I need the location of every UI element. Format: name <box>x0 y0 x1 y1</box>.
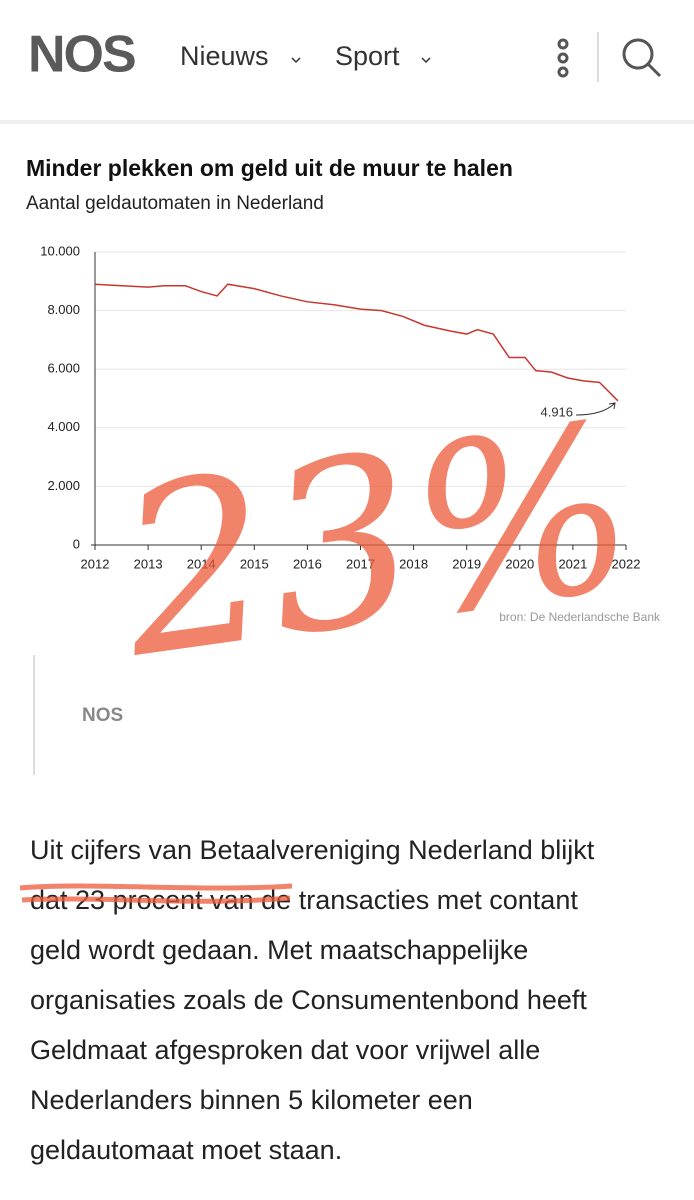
chart-title: Minder plekken om geld uit de muur te ha… <box>26 155 513 181</box>
x-tick-label: 2015 <box>240 556 269 571</box>
y-tick-label: 6.000 <box>47 361 80 376</box>
annotation-arrow <box>576 402 616 416</box>
article-line: Geldmaat afgesproken dat voor vrijwel al… <box>30 1035 540 1065</box>
x-tick-label: 2017 <box>346 556 375 571</box>
y-tick-label: 4.000 <box>47 419 80 434</box>
logo[interactable]: NOS <box>28 26 137 84</box>
article-line: Uit cijfers van Betaalvereniging Nederla… <box>30 835 595 865</box>
nav-link[interactable]: Nieuws <box>180 41 269 71</box>
y-tick-label: 8.000 <box>47 302 80 317</box>
x-tick-label: 2012 <box>81 556 110 571</box>
x-tick-label: 2019 <box>452 556 481 571</box>
x-tick-label: 2021 <box>558 556 587 571</box>
menu-button[interactable] <box>557 38 569 78</box>
handwritten-note: 23% <box>105 374 649 710</box>
x-tick-label: 2013 <box>134 556 163 571</box>
y-tick-label: 0 <box>73 536 80 551</box>
chart-subtitle: Aantal geldautomaten in Nederland <box>26 193 324 214</box>
article-line: geldautomaat moet staan. <box>30 1135 342 1165</box>
x-tick-label: 2018 <box>399 556 428 571</box>
x-tick-label: 2016 <box>293 556 322 571</box>
y-tick-label: 2.000 <box>47 478 80 493</box>
chart: 0 2.000 4.000 6.000 8.000 10.000 2012 2013 2014 2… <box>40 243 640 571</box>
source: bron: De Nederlandsche Bank <box>499 610 661 624</box>
article-line: organisaties zoals de Consumentenbond he… <box>30 985 587 1015</box>
article-line: Nederlanders binnen 5 kilometer een <box>30 1085 473 1115</box>
y-tick-label: 10.000 <box>40 243 80 258</box>
article-line: geld wordt gedaan. Met maatschappelijke <box>30 935 528 965</box>
article: Uit cijfers van Betaalvereniging Nederla… <box>30 835 595 1165</box>
chevron <box>421 57 431 64</box>
header-shadow <box>0 120 694 124</box>
search-button[interactable] <box>622 38 662 78</box>
x-tick-label: 2022 <box>612 556 641 571</box>
x-tick-label: 2014 <box>187 556 216 571</box>
x-tick-label: 2020 <box>505 556 534 571</box>
header-bg <box>0 0 694 120</box>
chevron <box>291 57 301 64</box>
underline-scribble <box>19 883 293 904</box>
data-line <box>94 283 619 402</box>
caption: NOS <box>82 705 123 726</box>
nav-link[interactable]: Sport <box>335 41 400 71</box>
annotation-label: 4.916 <box>540 404 573 419</box>
